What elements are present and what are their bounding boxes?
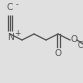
Text: -: - xyxy=(16,0,18,9)
Text: O: O xyxy=(70,36,78,44)
Text: C: C xyxy=(7,3,13,13)
Text: CH₃: CH₃ xyxy=(78,41,83,49)
Text: N: N xyxy=(7,33,13,42)
Text: O: O xyxy=(55,48,62,58)
Text: +: + xyxy=(14,29,20,39)
